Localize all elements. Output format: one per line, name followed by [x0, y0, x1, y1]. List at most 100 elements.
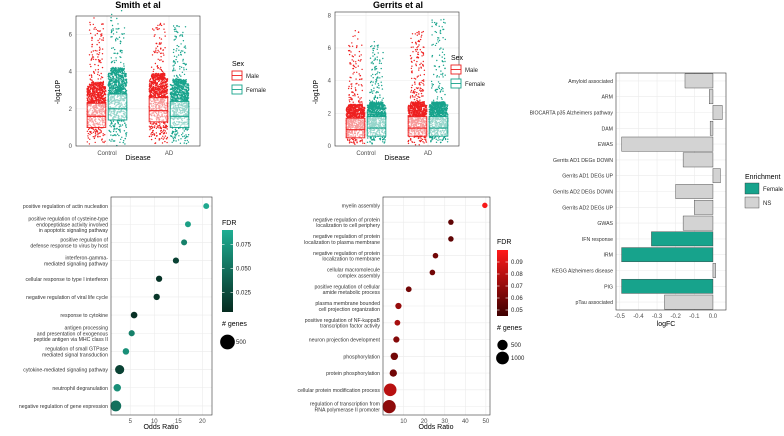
point-smith — [124, 72, 126, 75]
point-smith — [175, 37, 177, 39]
point-gerrits — [350, 96, 352, 99]
point-smith — [91, 44, 93, 46]
point-smith — [170, 88, 172, 90]
point-smith — [159, 123, 161, 125]
point-gerrits — [356, 93, 359, 96]
point-smith — [112, 89, 114, 91]
point-smith — [158, 127, 160, 129]
point-gerrits — [360, 107, 362, 110]
point-gerrits — [350, 63, 352, 65]
point-smith — [112, 134, 114, 137]
point-smith — [90, 65, 92, 68]
point-smith — [174, 69, 176, 72]
point-smith — [125, 84, 127, 86]
point-smith — [102, 133, 104, 135]
point-gerrits — [356, 139, 358, 141]
point-smith — [109, 84, 112, 86]
point-gerrits — [352, 101, 354, 103]
point-gerrits — [348, 110, 350, 113]
point-smith — [163, 137, 165, 139]
point-gerrits — [355, 63, 357, 65]
point-smith — [164, 93, 166, 96]
point-smith — [116, 31, 118, 33]
point-smith — [177, 139, 180, 141]
point-smith — [110, 17, 112, 19]
box-body — [86, 102, 107, 128]
point-gerrits — [345, 109, 347, 111]
point-smith — [92, 131, 95, 133]
point-smith — [170, 97, 172, 99]
point-smith — [176, 75, 178, 78]
point-smith — [114, 90, 117, 92]
point-smith — [154, 90, 157, 93]
point-smith — [92, 87, 94, 89]
point-smith — [150, 135, 152, 137]
point-smith — [151, 74, 154, 76]
point-smith — [179, 82, 181, 84]
point-smith — [162, 125, 165, 127]
point-smith — [95, 99, 98, 101]
point-smith — [172, 51, 175, 54]
point-smith — [120, 76, 122, 78]
point-gerrits — [360, 104, 363, 106]
point-gerrits — [355, 46, 358, 49]
point-smith — [98, 74, 101, 77]
point-gerrits — [350, 113, 352, 115]
point-smith — [114, 123, 117, 125]
point-smith — [113, 61, 116, 64]
point-smith — [124, 82, 127, 84]
point-gerrits — [421, 79, 423, 82]
point-gerrits — [354, 107, 357, 109]
point-smith — [125, 135, 127, 137]
point-smith — [174, 137, 176, 139]
point-smith — [160, 86, 162, 88]
point-smith — [152, 129, 154, 132]
point-smith — [88, 54, 91, 56]
point-smith — [92, 128, 94, 130]
point-smith — [115, 131, 118, 133]
point-gerrits — [421, 34, 423, 36]
point-smith — [154, 79, 156, 82]
point-smith — [120, 79, 122, 81]
point-gerrits — [354, 143, 356, 145]
point-smith — [148, 125, 151, 128]
point-smith — [164, 123, 166, 125]
point-smith — [174, 30, 176, 33]
point-smith — [113, 87, 116, 90]
point-smith — [156, 82, 158, 85]
point-smith — [162, 49, 165, 51]
point-smith — [161, 70, 163, 72]
point-smith — [173, 139, 175, 141]
point-gerrits — [423, 69, 426, 72]
point-smith — [166, 85, 169, 88]
point-smith — [186, 93, 188, 95]
point-smith — [109, 125, 111, 127]
point-smith — [112, 140, 114, 142]
point-smith — [90, 127, 92, 130]
point-gerrits — [353, 105, 356, 107]
point-gerrits — [345, 114, 348, 117]
point-smith — [180, 85, 183, 87]
point-smith — [102, 101, 104, 103]
point-gerrits — [362, 110, 365, 112]
point-smith — [91, 89, 94, 91]
point-gerrits — [348, 96, 350, 99]
point-smith — [97, 73, 99, 76]
title-smith: Smith et al — [115, 0, 161, 10]
point-smith — [119, 87, 121, 89]
point-smith — [112, 80, 114, 82]
point-smith — [89, 93, 92, 95]
point-gerrits — [354, 95, 356, 97]
xtick-smith: Control — [97, 151, 116, 157]
point-smith — [174, 80, 176, 83]
point-smith — [118, 73, 120, 76]
point-smith — [118, 67, 120, 70]
point-gerrits — [352, 91, 354, 94]
point-smith — [115, 87, 117, 89]
point-smith — [151, 76, 153, 79]
point-smith — [163, 23, 165, 25]
point-smith — [158, 80, 161, 82]
point-smith — [155, 27, 157, 29]
point-smith — [153, 74, 155, 77]
